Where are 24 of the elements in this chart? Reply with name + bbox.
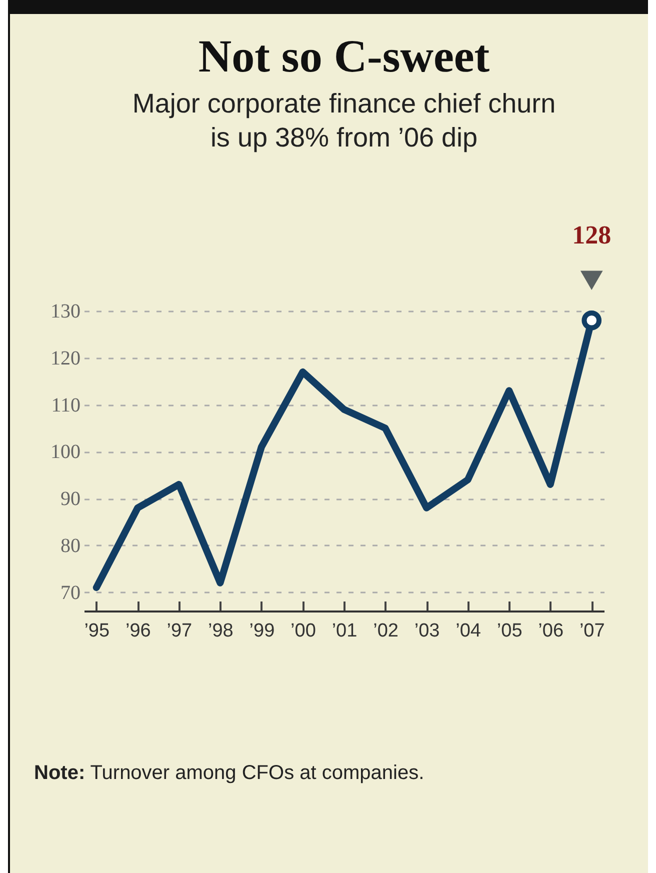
x-tick-label: ’04 [456,620,482,642]
x-tick-label: ’07 [579,620,605,642]
x-tick-label: ’00 [290,620,316,642]
y-tick-label: 80 [60,534,80,557]
y-tick-label: 120 [50,347,80,370]
y-tick-label: 130 [50,300,80,322]
x-tick-label: ’95 [84,620,110,642]
y-tick-label: 100 [50,441,80,464]
x-tick-label: ’96 [125,620,151,642]
x-tick-label: ’02 [373,620,398,642]
chart-subtitle: Major corporate finance chief churn is up 38% from ’06 dip [132,88,556,152]
x-tick-label: ’98 [208,620,234,642]
y-tick-label: 90 [60,488,80,510]
x-tick-label: ’03 [414,620,440,642]
x-tick-label: ’01 [332,620,358,642]
x-tick-label: ’05 [496,620,522,642]
chart-title: Not so C-sweet [198,30,490,82]
x-tick-label: ’06 [538,620,564,642]
y-tick-label: 110 [51,394,80,416]
x-tick-label: ’97 [166,620,192,642]
text: Note: Turnover among CFOs at companies. [34,761,426,786]
x-tick-label: ’99 [249,620,275,642]
annotation: 128 [572,220,612,250]
y-tick-label: 70 [60,582,80,604]
